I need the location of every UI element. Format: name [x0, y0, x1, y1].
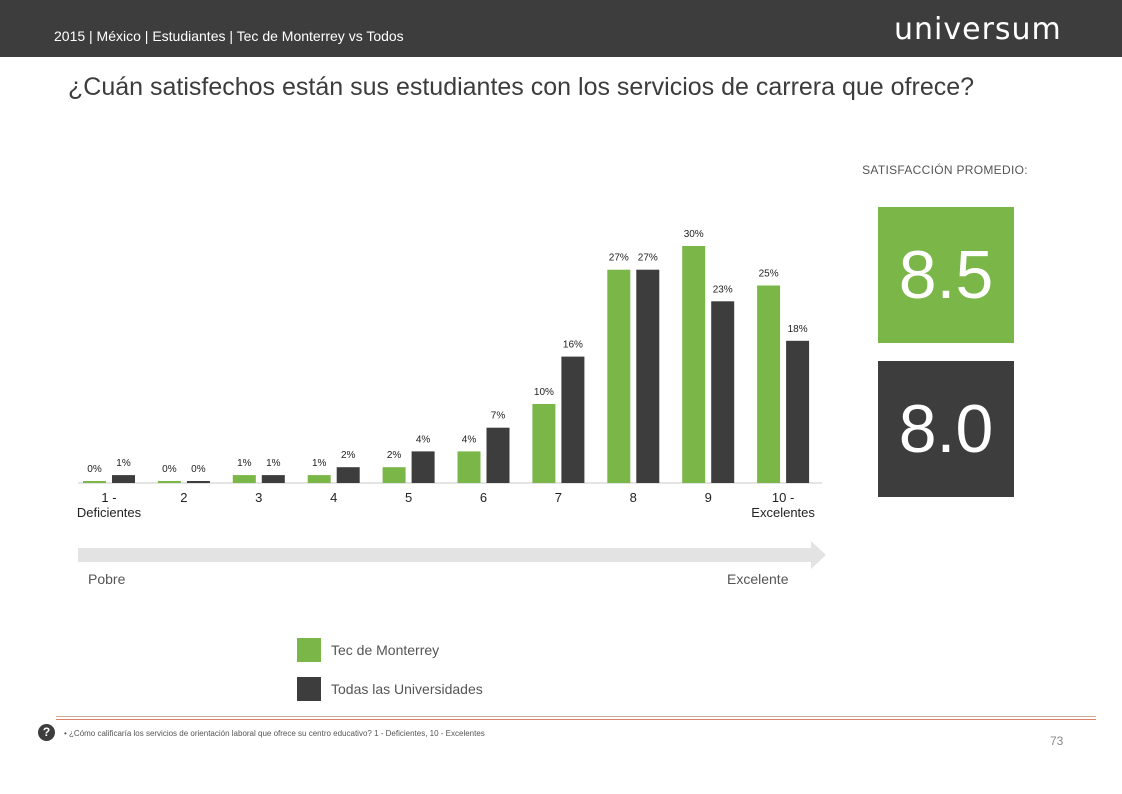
- scale-arrow-head-icon: [811, 541, 826, 569]
- bar-tec-5: [382, 467, 406, 483]
- bar-all-4: [336, 467, 360, 483]
- category-label-5: 5: [405, 490, 412, 505]
- bar-tec-1: [83, 481, 106, 483]
- legend-label-all: Todas las Universidades: [331, 681, 483, 697]
- category-label-9: 9: [705, 490, 712, 505]
- bar-tec-7: [532, 404, 556, 483]
- page-number: 73: [1050, 734, 1064, 748]
- tec-average-score: 8.5: [878, 207, 1014, 343]
- scale-low-label: Pobre: [88, 571, 126, 587]
- category-label-10-line-1: 10 -: [772, 490, 794, 505]
- data-label-all-4: 2%: [341, 450, 356, 461]
- data-label-tec-8: 27%: [609, 253, 629, 264]
- footnote: • ¿Cómo calificaría los servicios de ori…: [64, 729, 485, 738]
- category-label-1-line-2: Deficientes: [77, 505, 142, 520]
- data-label-all-1: 1%: [116, 458, 131, 469]
- data-label-tec-7: 10%: [534, 387, 554, 398]
- data-label-tec-6: 4%: [462, 434, 477, 445]
- data-label-tec-9: 30%: [684, 229, 704, 240]
- data-label-tec-5: 2%: [387, 450, 402, 461]
- category-label-7: 7: [555, 490, 562, 505]
- all-average-score: 8.0: [878, 361, 1014, 497]
- breadcrumb: 2015 | México | Estudiantes | Tec de Mon…: [54, 28, 404, 44]
- data-label-tec-1: 0%: [87, 464, 102, 475]
- footer-divider: [56, 716, 1096, 717]
- data-label-all-2: 0%: [191, 464, 206, 475]
- category-label-8: 8: [630, 490, 637, 505]
- data-label-all-6: 7%: [491, 411, 506, 422]
- data-label-tec-4: 1%: [312, 458, 327, 469]
- question-mark-icon[interactable]: ?: [38, 724, 55, 741]
- bar-all-1: [112, 475, 135, 483]
- bar-all-6: [486, 427, 510, 483]
- bar-tec-10: [757, 285, 781, 483]
- category-label-2: 2: [180, 490, 187, 505]
- bar-tec-8: [607, 269, 631, 483]
- bar-tec-3: [232, 475, 256, 483]
- bar-all-7: [561, 356, 585, 483]
- data-label-tec-2: 0%: [162, 464, 177, 475]
- category-label-6: 6: [480, 490, 487, 505]
- bar-all-3: [261, 475, 285, 483]
- data-label-tec-10: 25%: [759, 269, 779, 280]
- data-label-all-3: 1%: [266, 458, 281, 469]
- bar-all-9: [711, 301, 735, 483]
- bar-tec-2: [157, 481, 181, 483]
- header-bar: 2015 | México | Estudiantes | Tec de Mon…: [0, 0, 1122, 57]
- data-label-all-5: 4%: [416, 434, 431, 445]
- legend-swatch-tec: [297, 638, 321, 662]
- bar-all-10: [786, 340, 810, 483]
- scale-high-label: Excelente: [727, 571, 789, 587]
- category-label-4: 4: [330, 490, 337, 505]
- footnote-text: ¿Cómo calificaría los servicios de orien…: [69, 729, 485, 738]
- category-label-3: 3: [255, 490, 262, 505]
- bar-all-5: [411, 451, 435, 483]
- legend-item-all: Todas las Universidades: [297, 677, 483, 701]
- legend-swatch-all: [297, 677, 321, 701]
- data-label-all-9: 23%: [713, 284, 733, 295]
- data-label-all-8: 27%: [638, 253, 658, 264]
- bar-tec-4: [307, 475, 331, 483]
- legend-item-tec: Tec de Monterrey: [297, 638, 439, 662]
- bar-tec-9: [682, 246, 706, 483]
- page-title: ¿Cuán satisfechos están sus estudiantes …: [68, 73, 975, 101]
- brand-logo: universum: [894, 12, 1062, 47]
- legend-label-tec: Tec de Monterrey: [331, 642, 440, 658]
- footer-divider-accent: [56, 719, 1096, 720]
- data-label-tec-3: 1%: [237, 458, 252, 469]
- satisfaction-label: SATISFACCIÓN PROMEDIO:: [862, 163, 1028, 177]
- category-label-1-line-1: 1 -: [101, 490, 116, 505]
- category-label-10-line-2: Excelentes: [751, 505, 815, 520]
- bar-all-8: [636, 269, 660, 483]
- data-label-all-7: 16%: [563, 340, 583, 351]
- scale-arrow-shaft: [78, 548, 812, 562]
- bar-all-2: [186, 481, 210, 483]
- data-label-all-10: 18%: [788, 324, 808, 335]
- bar-tec-6: [457, 451, 481, 483]
